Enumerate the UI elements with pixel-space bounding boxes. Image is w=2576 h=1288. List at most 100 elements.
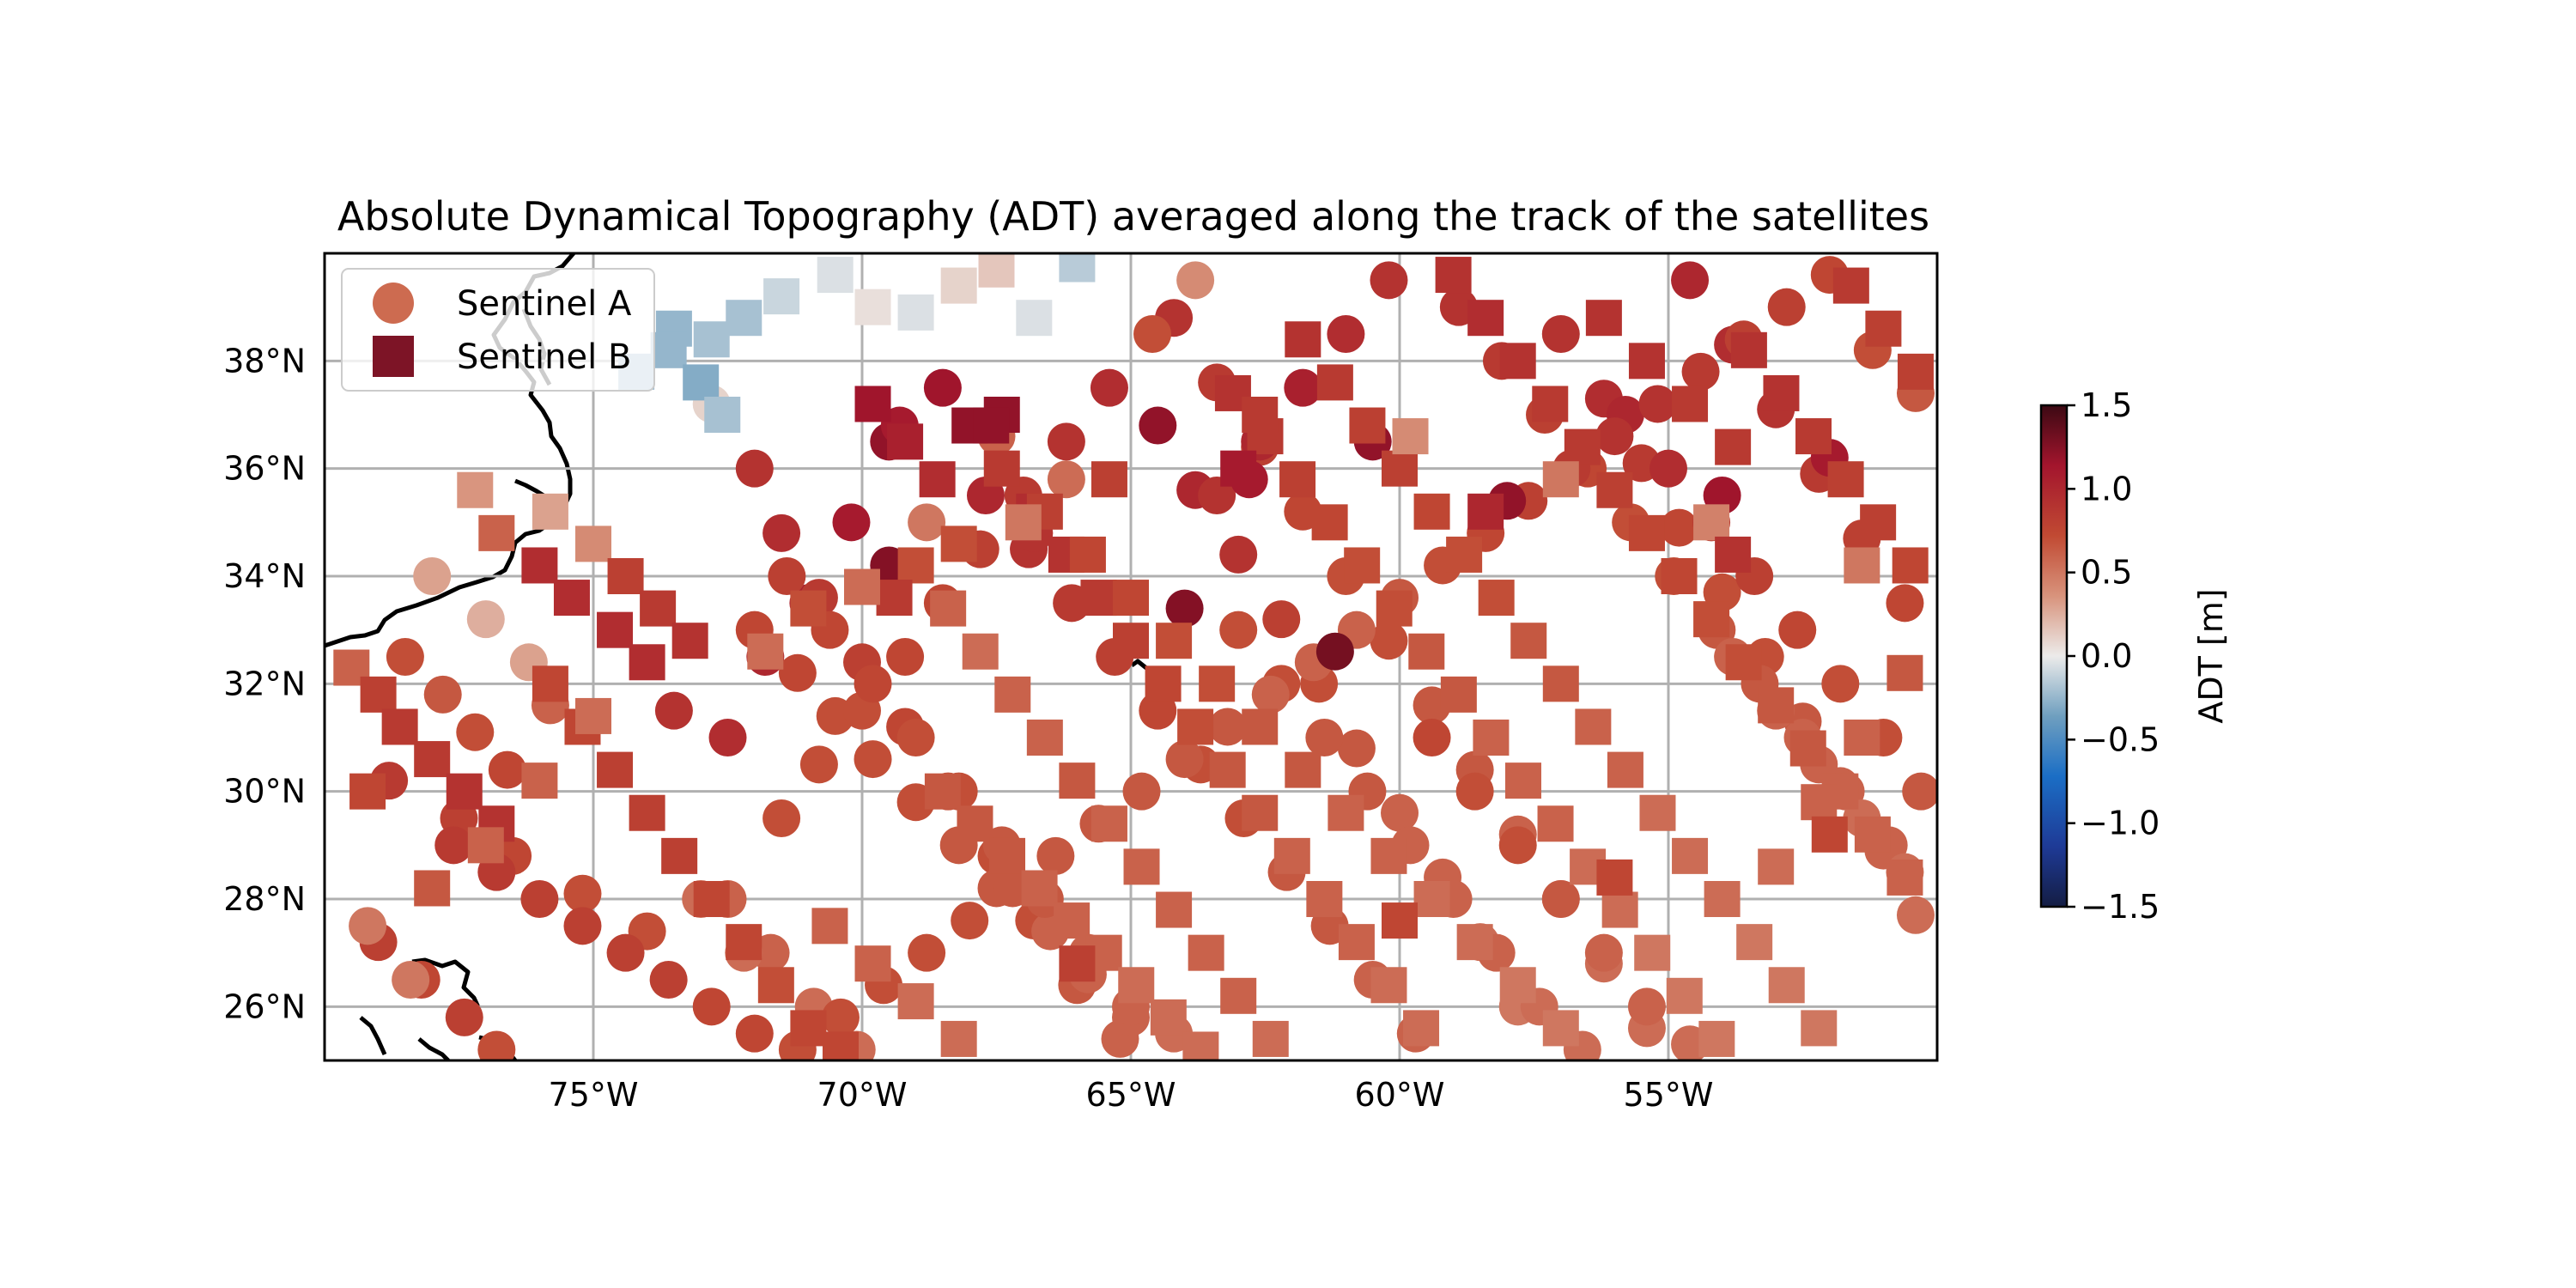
data-point-sentinel-a (563, 907, 602, 945)
data-point-sentinel-b (1537, 805, 1574, 842)
data-point-sentinel-b (532, 493, 568, 530)
data-point-sentinel-b (597, 611, 634, 648)
data-point-sentinel-b (1220, 450, 1257, 487)
data-point-sentinel-b (844, 568, 880, 605)
data-point-sentinel-b (854, 386, 891, 422)
data-point-sentinel-b (1005, 504, 1042, 541)
x-axis: 75°W 70°W 65°W 60°W 55°W (549, 1076, 1714, 1114)
data-point-sentinel-b (1467, 300, 1504, 337)
data-point-sentinel-b (726, 924, 762, 961)
data-point-sentinel-b (1059, 253, 1096, 283)
data-point-sentinel-a (1767, 288, 1806, 326)
data-point-sentinel-b (1413, 881, 1450, 917)
data-point-sentinel-b (553, 580, 590, 617)
data-point-sentinel-b (1542, 665, 1579, 702)
data-point-sentinel-b (683, 364, 720, 401)
data-point-sentinel-b (1285, 751, 1321, 788)
colorbar-tick-label: −1.0 (2081, 805, 2160, 842)
data-point-sentinel-a (1541, 315, 1580, 353)
data-point-sentinel-b (629, 794, 665, 831)
data-point-sentinel-b (1634, 934, 1671, 971)
data-point-sentinel-b (822, 1031, 859, 1060)
data-point-sentinel-b (1532, 386, 1569, 422)
legend-marker-sentinel-b (373, 336, 414, 377)
data-points (333, 253, 1937, 1060)
legend-label-sentinel-a: Sentinel A (457, 284, 632, 324)
data-point-sentinel-a (1886, 584, 1924, 623)
data-point-sentinel-a (1337, 729, 1376, 768)
data-point-sentinel-b (1370, 837, 1407, 874)
data-point-sentinel-a (649, 961, 688, 999)
data-point-sentinel-b (1585, 300, 1622, 337)
data-point-sentinel-a (654, 691, 693, 730)
data-point-sentinel-b (1145, 665, 1182, 702)
data-point-sentinel-a (386, 638, 424, 676)
data-point-sentinel-b (597, 751, 634, 788)
data-point-sentinel-b (1156, 891, 1193, 928)
data-point-sentinel-b (1607, 751, 1643, 788)
data-point-sentinel-a (923, 368, 962, 407)
data-point-sentinel-b (1892, 547, 1929, 584)
data-point-sentinel-a (778, 653, 817, 692)
data-point-sentinel-b (1279, 461, 1316, 498)
data-point-sentinel-b (1327, 794, 1364, 831)
data-point-sentinel-b (704, 397, 741, 433)
y-tick-label: 26°N (223, 987, 306, 1025)
colorbar-tick-label: 0.5 (2081, 554, 2132, 592)
data-point-sentinel-b (1639, 794, 1676, 831)
data-point-sentinel-b (983, 450, 1020, 487)
data-point-sentinel-a (1778, 611, 1817, 649)
data-point-sentinel-a (1902, 772, 1937, 811)
data-point-sentinel-b (1252, 1020, 1289, 1057)
data-point-sentinel-b (763, 278, 800, 315)
data-point-sentinel-b (811, 908, 848, 945)
data-point-sentinel-b (726, 300, 762, 337)
data-point-sentinel-b (919, 461, 956, 498)
data-point-sentinel-b (1542, 1010, 1579, 1047)
data-point-sentinel-b (1758, 848, 1795, 885)
data-point-sentinel-a (1595, 417, 1634, 456)
data-point-sentinel-b (1403, 1010, 1440, 1047)
data-point-sentinel-a (1541, 880, 1580, 918)
plot-title: Absolute Dynamical Topography (ADT) aver… (337, 193, 1929, 240)
data-point-sentinel-b (1113, 580, 1149, 617)
data-point-sentinel-b (1150, 999, 1187, 1036)
data-point-sentinel-a (854, 665, 892, 703)
legend-label-sentinel-b: Sentinel B (457, 337, 631, 377)
data-point-sentinel-a (445, 998, 483, 1036)
x-tick-label: 55°W (1624, 1076, 1714, 1114)
y-tick-label: 30°N (223, 773, 306, 811)
data-point-sentinel-b (1854, 816, 1891, 853)
y-tick-label: 28°N (223, 880, 306, 918)
data-point-sentinel-b (1376, 590, 1413, 627)
data-point-sentinel-b (1209, 751, 1246, 788)
data-point-sentinel-b (790, 590, 827, 627)
data-point-sentinel-b (1273, 837, 1310, 874)
y-tick-label: 38°N (223, 342, 306, 380)
data-point-sentinel-a (1219, 611, 1258, 649)
data-point-sentinel-b (1811, 816, 1848, 853)
data-point-sentinel-b (790, 1010, 827, 1047)
data-point-sentinel-b (973, 407, 1010, 444)
data-point-sentinel-a (832, 503, 871, 542)
data-point-sentinel-b (1575, 708, 1612, 745)
data-point-sentinel-b (1730, 331, 1767, 368)
data-point-sentinel-a (1638, 385, 1677, 423)
data-point-sentinel-a (1498, 826, 1537, 865)
data-point-sentinel-a (1671, 261, 1710, 300)
data-point-sentinel-b (1456, 924, 1493, 961)
data-point-sentinel-b (1628, 343, 1665, 380)
map-panel (323, 252, 1939, 1062)
data-point-sentinel-b (1123, 848, 1160, 885)
data-point-sentinel-b (467, 827, 504, 864)
data-point-sentinel-b (978, 253, 1015, 288)
data-point-sentinel-b (575, 526, 611, 562)
data-point-sentinel-a (1090, 368, 1128, 407)
data-point-sentinel-b (1473, 720, 1510, 756)
data-point-sentinel-a (1649, 449, 1687, 488)
data-point-sentinel-a (1036, 836, 1075, 875)
data-point-sentinel-b (1478, 580, 1515, 617)
data-point-sentinel-a (456, 713, 495, 751)
data-point-sentinel-a (1047, 460, 1085, 499)
data-point-sentinel-b (1693, 504, 1730, 541)
